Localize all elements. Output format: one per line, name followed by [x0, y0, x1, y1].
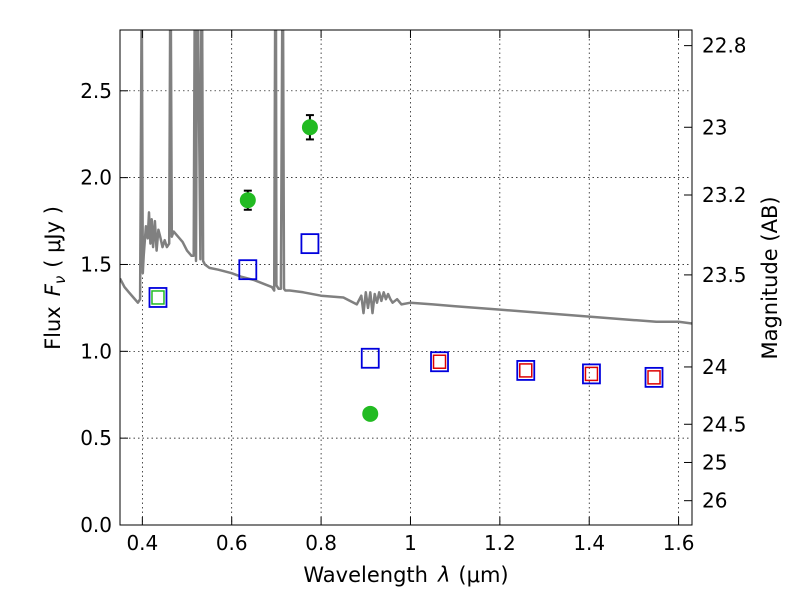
plot-frame [119, 29, 693, 526]
x-axis: 0.4 0.6 0.8 1 1.2 1.4 1.6 [126, 30, 695, 555]
observed-flux-point [362, 405, 379, 422]
y2-axis: 22.8 23 23.2 23.5 24 24.5 25 26 [684, 34, 747, 513]
model-flux-square [582, 363, 601, 385]
x-tick-label: 0.4 [126, 531, 158, 555]
y-tick-label: 1.0 [80, 339, 112, 363]
model-flux-square [148, 287, 168, 308]
x-tick-label: 1 [404, 531, 417, 555]
y2-tick-label: 25 [702, 450, 727, 474]
y2-axis-label: Magnitude (AB) [758, 196, 782, 359]
x-axis-label-symbol: λ [437, 563, 450, 587]
sed-model-line [120, 30, 692, 325]
observed-flux-point [301, 119, 318, 136]
synthetic-flux-square [647, 370, 661, 385]
y-axis-label-sub: ν [51, 276, 69, 284]
model-flux-square [360, 347, 380, 369]
x-tick-label: 0.6 [216, 531, 248, 555]
grid-lines [120, 30, 692, 526]
y2-tick-label: 23.5 [702, 263, 747, 287]
x-axis-label: Wavelength λ (μm) [303, 563, 508, 587]
model-flux-square [516, 360, 536, 381]
y2-tick-label: 26 [702, 489, 727, 513]
model-flux-square [644, 366, 664, 388]
x-axis-label-prefix: Wavelength [303, 563, 428, 587]
y-tick-label: 1.5 [80, 252, 112, 276]
x-axis-label-unit: (μm) [458, 563, 508, 587]
model-flux-square [300, 233, 320, 255]
y-tick-label: 2.5 [80, 79, 112, 103]
y2-tick-label: 22.8 [702, 34, 747, 58]
synthetic-flux-square [432, 354, 447, 369]
y-tick-label: 0.0 [80, 513, 112, 537]
y-axis-label-symbol: F [41, 283, 65, 296]
y2-tick-label: 24.5 [702, 412, 747, 436]
y2-tick-label: 23 [702, 115, 727, 139]
y-axis: 0.0 0.5 1.0 1.5 2.0 2.5 [80, 79, 128, 537]
plot-area [120, 30, 692, 422]
y-axis-label-unit: ( μJy ) [41, 206, 65, 268]
synthetic-flux-square [584, 366, 599, 382]
y-tick-label: 0.5 [80, 426, 112, 450]
synthetic-flux-square [151, 290, 165, 305]
observed-flux-point [239, 192, 256, 209]
x-tick-label: 0.8 [305, 531, 337, 555]
model-flux-square [238, 259, 258, 281]
model-flux-square [430, 351, 449, 373]
x-tick-label: 1.4 [573, 531, 605, 555]
x-tick-label: 1.6 [663, 531, 695, 555]
y-tick-label: 2.0 [80, 166, 112, 190]
y-axis-label-prefix: Flux [41, 306, 65, 350]
x-tick-label: 1.2 [484, 531, 516, 555]
y2-tick-label: 24 [702, 355, 727, 379]
y2-tick-label: 23.2 [702, 183, 747, 207]
synthetic-flux-square [519, 363, 533, 378]
y-axis-label: Flux Fν ( μJy ) [41, 206, 69, 350]
